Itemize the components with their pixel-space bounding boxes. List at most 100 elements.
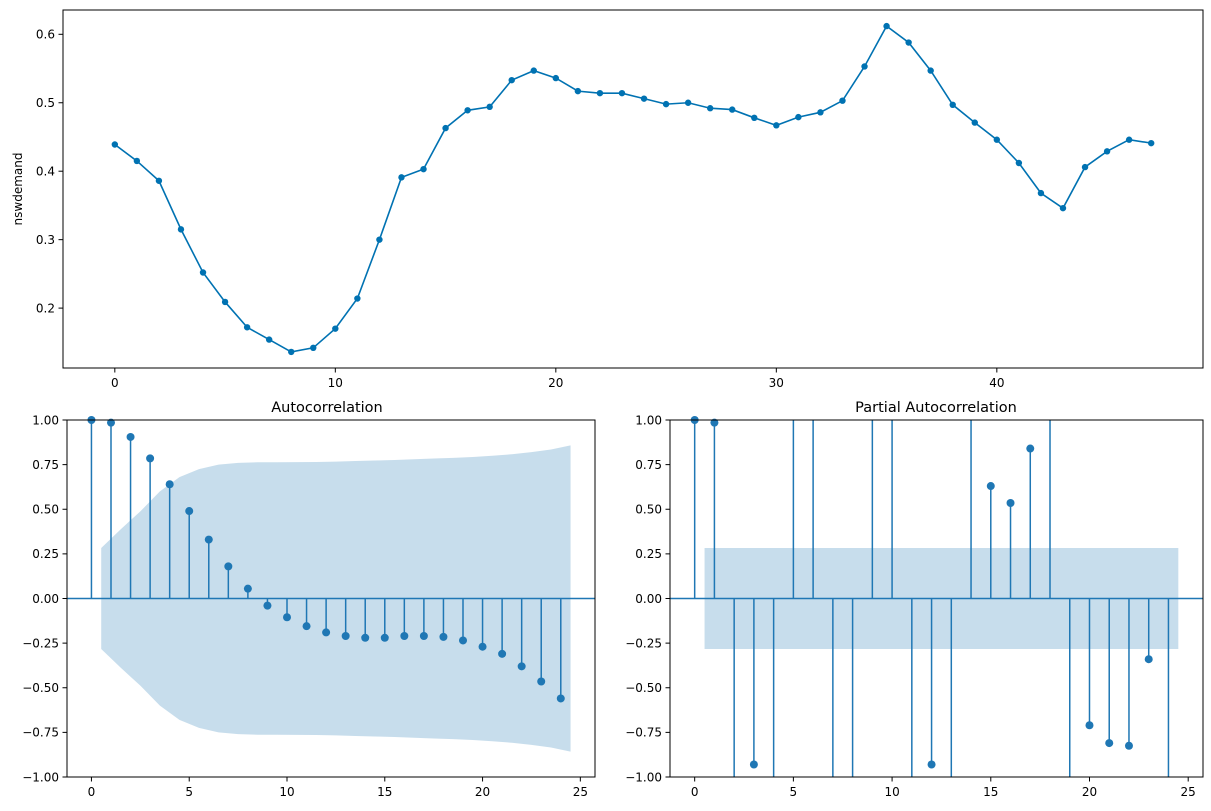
y-axis: 0.2 0.3 0.4 0.5 0.6	[36, 28, 63, 315]
x-axis: 0 5 10 15 20 25	[88, 777, 588, 799]
x-tick-label: 0	[111, 376, 119, 390]
stem-layer	[67, 416, 595, 703]
y-tick-label: 0.50	[32, 503, 59, 517]
chart-title: Autocorrelation	[271, 400, 382, 416]
series-point	[993, 136, 1001, 143]
series-point	[398, 174, 405, 181]
x-axis: 0 5 10 15 20 25	[691, 777, 1196, 799]
stem-marker	[710, 418, 719, 427]
series-point	[1081, 163, 1089, 171]
y-axis-label: nswdemand	[11, 153, 25, 226]
stem-marker	[439, 632, 448, 641]
y-axis: −1.00 −0.75 −0.50 −0.25 0.00 0.25 0.50 0.75 1.00	[625, 413, 670, 784]
x-tick-label: 0	[88, 785, 96, 799]
stem-marker	[400, 631, 409, 640]
y-tick-label: 0.2	[36, 301, 55, 315]
stem-marker	[1144, 655, 1153, 664]
series-point	[199, 269, 207, 276]
stem-layer	[670, 416, 1203, 777]
stem-marker	[224, 562, 233, 571]
stem-marker	[361, 633, 370, 642]
y-tick-label: 0.4	[36, 165, 55, 179]
stem-marker	[419, 631, 428, 640]
series-point	[111, 141, 119, 148]
panel-pacf: 0 5 10 15 20 25 −1.00 −0.75 −0.50 −0.25 0.00 0.25 0…	[625, 400, 1204, 799]
y-tick-label: 0.3	[36, 233, 55, 247]
series-point	[817, 109, 824, 116]
series-point	[729, 106, 736, 113]
panel-series: 0 10 20 30 40 0.2 0.3 0.4 0.5 0.6 nswdemand	[11, 9, 1204, 390]
stem-marker	[165, 480, 174, 489]
stem-marker	[1124, 741, 1133, 750]
stem-marker	[1105, 739, 1114, 748]
series-point	[684, 99, 692, 106]
y-tick-label: 0.25	[32, 547, 59, 561]
y-tick-label: −0.75	[22, 726, 59, 740]
stem-marker	[537, 677, 546, 686]
y-tick-label: 0.25	[635, 547, 662, 561]
series-point	[177, 226, 185, 233]
y-tick-label: 0.6	[36, 28, 55, 42]
series-point	[706, 105, 714, 112]
series-point	[971, 119, 978, 126]
x-tick-label: 10	[328, 376, 343, 390]
series-point	[795, 113, 802, 121]
stem-marker	[1085, 721, 1094, 730]
y-axis: −1.00 −0.75 −0.50 −0.25 0.00 0.25 0.50 0.75 1.00	[22, 413, 67, 784]
stem-marker	[341, 631, 350, 640]
plot-frame	[62, 9, 1204, 369]
stem-marker	[986, 482, 995, 491]
y-tick-label: 1.00	[635, 413, 662, 427]
panel-acf: 0 5 10 15 20 25 −1.00 −0.75 −0.50 −0.25 0.00 0.25 0…	[22, 400, 596, 799]
series-point	[508, 76, 515, 84]
series-point	[155, 177, 163, 184]
stem-marker	[263, 601, 272, 610]
series-point	[288, 348, 295, 356]
series-point	[1147, 139, 1155, 147]
x-tick-label: 40	[989, 376, 1004, 390]
stem-marker	[556, 694, 565, 703]
stem-marker	[146, 454, 155, 463]
series-point	[221, 298, 229, 306]
series-point	[861, 63, 868, 70]
series-point	[486, 103, 493, 111]
series-point	[839, 97, 846, 104]
series-point	[332, 325, 339, 332]
series-point	[420, 165, 427, 173]
series-point	[464, 107, 471, 114]
y-tick-label: −1.00	[625, 770, 662, 784]
stem-marker	[185, 507, 194, 516]
stem-marker	[498, 649, 507, 658]
x-tick-label: 25	[1181, 785, 1196, 799]
stem-marker	[1026, 444, 1035, 453]
series-point	[1103, 148, 1111, 155]
y-tick-label: 0.00	[635, 592, 662, 606]
series-point	[530, 67, 537, 74]
series-point	[751, 114, 758, 122]
series-point	[133, 157, 141, 165]
series-point	[662, 100, 670, 108]
stem-marker	[459, 636, 467, 645]
series-point	[949, 101, 956, 109]
y-tick-label: −0.25	[22, 636, 59, 650]
stem-marker	[126, 432, 135, 441]
stem-marker	[283, 613, 291, 622]
series-point	[618, 89, 626, 97]
series-point	[1125, 136, 1133, 143]
y-tick-label: −1.00	[22, 770, 59, 784]
y-tick-label: 0.75	[635, 458, 662, 472]
y-tick-label: 0.75	[32, 458, 59, 472]
x-tick-label: 10	[279, 785, 294, 799]
series-point	[552, 74, 560, 82]
x-axis: 0 10 20 30 40	[111, 368, 1004, 390]
series-point	[927, 67, 934, 74]
stem-marker	[517, 662, 526, 671]
series-point	[773, 122, 780, 129]
y-tick-label: −0.50	[22, 681, 59, 695]
series-point	[640, 95, 648, 102]
stem-marker	[243, 584, 252, 593]
stem-marker	[204, 535, 213, 544]
series-layer	[111, 22, 1155, 356]
stem-marker	[322, 628, 331, 637]
